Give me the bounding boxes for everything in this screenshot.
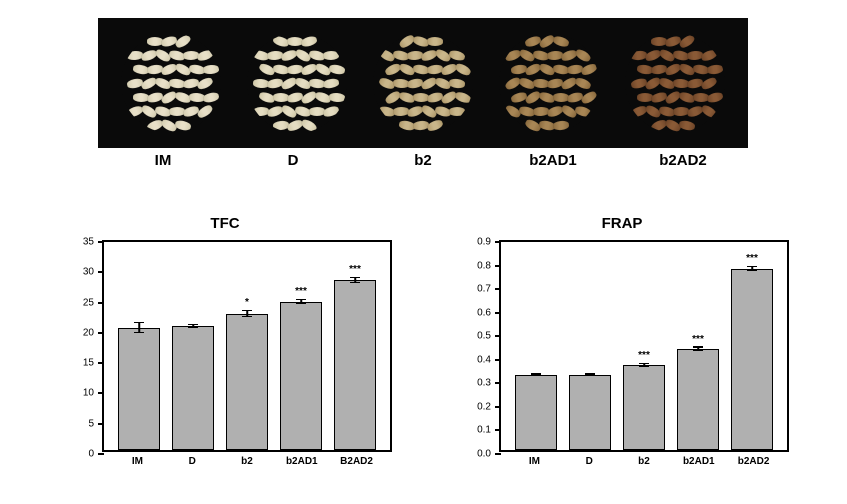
tfc-xlabel-b2AD1: b2AD1 [281,456,323,467]
tfc-xaxis-labels: IM Db2 b2AD1 B2AD2 [102,456,392,467]
tfc-errorcap [350,282,360,284]
frap-significance: *** [638,350,650,361]
tfc-ytick-label: 35 [83,237,94,248]
frap-bar-b2AD2: *** [731,269,773,450]
tfc-errorcap [296,303,306,305]
frap-ytick-label: 0.4 [477,354,491,365]
tfc-ytick-label: 20 [83,327,94,338]
sample-image-b2AD2 [625,33,725,133]
tfc-errorcap [242,310,252,312]
sample-image-b2 [373,33,473,133]
tfc-xlabel-B2AD2: B2AD2 [336,456,378,467]
sample-label-b2AD2: b2AD2 [633,152,733,169]
frap-ytick-label: 0.5 [477,331,491,342]
frap-bar-rect [677,349,719,450]
tfc-ytick-label: 25 [83,297,94,308]
frap-xlabel-IM: IM [513,456,555,467]
frap-bar-rect [731,269,773,450]
frap-chart: FRAP Total equivalnet concentration(mM) … [437,210,807,490]
tfc-bar-rect [226,314,268,450]
frap-errorcap [747,266,757,268]
frap-ytick-label: 0.1 [477,425,491,436]
frap-chart-title: FRAP [437,215,807,232]
frap-errorcap [639,363,649,365]
tfc-bar-rect [172,326,214,450]
frap-bar-rect [515,375,557,450]
tfc-chart: TFC Total flavonoid contents (ug/100mg) … [40,210,410,490]
frap-significance: *** [746,253,758,264]
tfc-plot-area: 05101520253035******* [102,240,392,452]
frap-bar-IM [515,375,557,450]
tfc-bar-b2: * [226,314,268,450]
tfc-xlabel-D: D [171,456,213,467]
tfc-ytick [98,453,104,455]
frap-errorcap [585,374,595,376]
sample-label-b2: b2 [373,152,473,169]
tfc-bar-B2AD2: *** [334,280,376,450]
frap-ytick [495,453,501,455]
frap-errorcap [747,269,757,271]
tfc-ytick-label: 5 [88,418,94,429]
frap-bar-rect [569,375,611,450]
frap-errorcap [639,366,649,368]
tfc-errorcap [350,277,360,279]
frap-ytick-label: 0.7 [477,284,491,295]
frap-ytick-label: 0.6 [477,307,491,318]
frap-ytick-label: 0.8 [477,260,491,271]
tfc-errorcap [296,299,306,301]
tfc-errorcap [134,332,144,334]
frap-errorcap [531,374,541,376]
tfc-significance: *** [295,286,307,297]
frap-xlabel-b2: b2 [623,456,665,467]
tfc-ytick-label: 0 [88,449,94,460]
frap-errorcap [693,346,703,348]
frap-ytick-label: 0.0 [477,449,491,460]
tfc-bar-rect [334,280,376,450]
tfc-significance: * [245,297,249,308]
sample-label-D: D [243,152,343,169]
frap-ytick-label: 0.2 [477,401,491,412]
tfc-bar-rect [280,302,322,450]
tfc-bar-IM [118,328,160,450]
frap-bar-b2: *** [623,365,665,450]
sample-label-IM: IM [113,152,213,169]
tfc-errorcap [188,324,198,326]
sample-image-D [247,33,347,133]
tfc-significance: *** [349,264,361,275]
tfc-bar-b2AD1: *** [280,302,322,450]
tfc-errorcap [242,316,252,318]
frap-bars: *** *** *** [501,242,787,450]
tfc-ytick-label: 15 [83,358,94,369]
sample-label-b2AD1: b2AD1 [503,152,603,169]
frap-bar-D [569,375,611,450]
sample-labels-row: IM Db2 b2AD1 b2AD2 [98,152,748,169]
frap-ytick-label: 0.3 [477,378,491,389]
tfc-bar-D [172,326,214,450]
sample-image-IM [121,33,221,133]
tfc-errorcap [188,326,198,328]
tfc-chart-title: TFC [40,215,410,232]
frap-significance: *** [692,334,704,345]
frap-xlabel-D: D [568,456,610,467]
frap-xaxis-labels: IM Db2 b2AD1 b2AD2 [499,456,789,467]
sample-image-b2AD1 [499,33,599,133]
sample-photo-strip [98,18,748,148]
tfc-errorcap [134,322,144,324]
tfc-ytick-label: 10 [83,388,94,399]
frap-plot-area: 0.00.10.20.30.40.50.60.70.80.9********* [499,240,789,452]
tfc-bar-rect [118,328,160,450]
charts-row: TFC Total flavonoid contents (ug/100mg) … [40,210,807,490]
tfc-xlabel-b2: b2 [226,456,268,467]
tfc-ytick-label: 30 [83,267,94,278]
frap-xlabel-b2AD1: b2AD1 [678,456,720,467]
frap-ytick-label: 0.9 [477,237,491,248]
frap-bar-b2AD1: *** [677,349,719,450]
frap-errorcap [693,349,703,351]
tfc-xlabel-IM: IM [116,456,158,467]
frap-xlabel-b2AD2: b2AD2 [733,456,775,467]
tfc-bars: ******* [104,242,390,450]
frap-bar-rect [623,365,665,450]
